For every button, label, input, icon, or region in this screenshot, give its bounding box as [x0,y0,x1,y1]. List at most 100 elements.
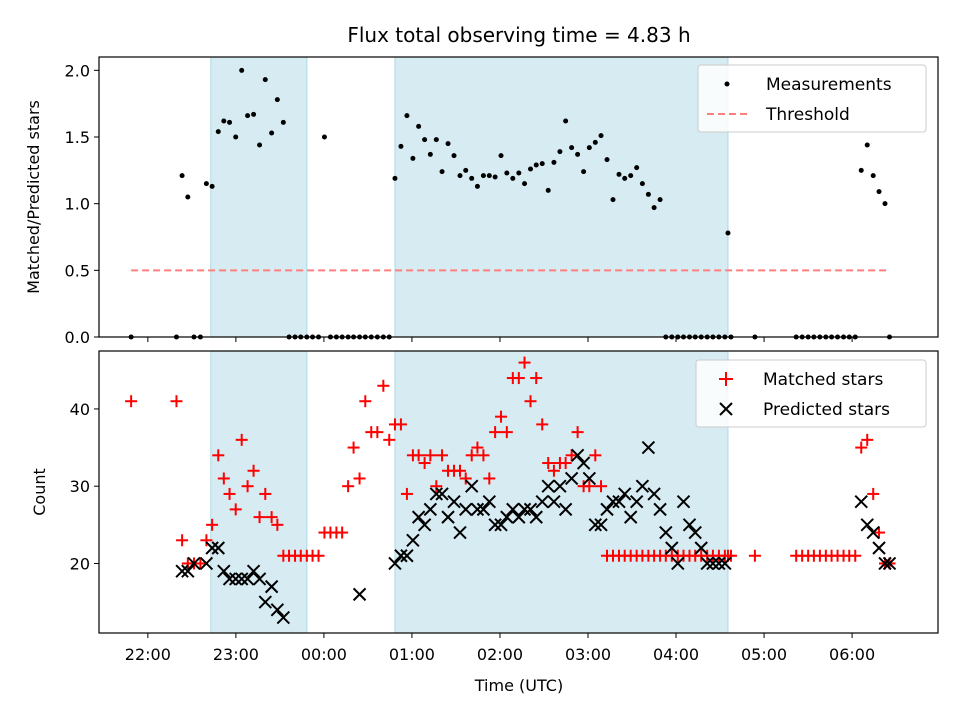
matched-star-point [359,395,372,408]
bottom-shaded-interval-0 [210,350,308,634]
matched-star-point [418,457,431,470]
predicted-star-stroke-b [641,440,656,455]
matched-star-point [495,410,508,423]
predicted-star-point [252,572,267,586]
measurement-point [427,151,433,157]
predicted-star-point [676,494,691,509]
predicted-star-stroke-b [512,510,526,524]
measurement-point [257,142,263,148]
measurement-point [645,191,651,197]
predicted-star-stroke-b [205,541,219,555]
predicted-star-point [276,610,291,625]
matched-star-point [583,480,596,493]
bottom-legend: Matched stars Predicted stars [695,359,927,428]
predicted-star-point [441,510,455,524]
predicted-star-stroke-b [547,494,561,509]
matched-star-point [347,441,360,454]
bottom-x-ticks: 22:00 23:00 00:00 01:00 02:00 03:00 04:00 05:00… [125,633,875,664]
bottom-legend-box [695,359,927,428]
top-shaded-interval-0 [210,56,308,338]
predicted-star-stroke-b [623,510,638,524]
predicted-star-point [246,564,261,578]
predicted-star-point [222,572,237,586]
bottom-shaded-intervals [210,350,729,634]
predicted-star-stroke-b [258,595,272,609]
measurement-point [215,129,221,135]
predicted-star-point [512,510,526,524]
measurement-point [586,145,592,151]
measurement-point [274,97,280,103]
matched-star-point [229,503,242,516]
predicted-star-point [175,564,189,578]
matched-star-point [247,464,260,477]
matched-star-point [500,426,513,439]
predicted-star-stroke-b [234,572,249,586]
predicted-star-stroke-b [240,572,255,586]
predicted-star-stroke-b [411,510,426,524]
predicted-star-stroke-b [470,502,485,517]
bottom-x-tick-label: 04:00 [653,645,699,664]
predicted-star-stroke-b [222,572,237,586]
predicted-star-point [541,479,555,493]
matched-star-point [176,534,189,547]
legend-label-measurements: Measurements [766,75,892,95]
measurement-point [433,137,439,143]
top-legend-box [697,64,927,133]
measurement-point [398,143,404,149]
predicted-star-point [453,525,467,540]
measurement-point [410,155,416,161]
matched-star-point [253,511,266,524]
predicted-star-point [535,494,549,509]
measurement-point [233,134,239,140]
predicted-star-point [517,502,532,517]
predicted-star-point [465,479,479,493]
predicted-star-point [872,541,886,555]
predicted-star-stroke-b [264,579,279,594]
predicted-star-stroke-b [217,564,231,578]
matched-star-point [595,480,608,493]
top-y-tick-label: 0.0 [65,328,90,347]
predicted-star-point [635,479,650,493]
predicted-star-stroke-b [718,556,732,571]
predicted-star-stroke-b [506,502,520,517]
matched-star-point [265,511,278,524]
matched-star-point [530,372,543,385]
measurement-point [539,161,545,167]
measurement-point [179,173,185,179]
bottom-shaded-interval-1 [394,350,729,634]
predicted-star-stroke-b [494,518,508,532]
measurement-point [209,183,215,189]
predicted-star-stroke-b [500,510,514,524]
legend-marker-measurements [724,81,730,87]
matched-star-point [125,395,138,408]
measurement-point [516,170,522,176]
predicted-star-point [570,448,585,463]
matched-star-point [524,395,537,408]
matched-star-point [394,418,407,431]
predicted-star-stroke-b [635,479,650,493]
bottom-y-ticks: 20 30 40 [70,400,99,573]
bottom-x-tick-label: 01:00 [389,645,435,664]
predicted-star-point [423,502,438,517]
predicted-star-point [406,533,420,547]
measurement-point [321,134,327,140]
predicted-star-stroke-b [659,525,673,540]
measurement-point [445,141,451,147]
predicted-star-stroke-b [882,556,897,571]
predicted-star-stroke-b [653,502,667,517]
measurement-point [439,169,445,175]
matched-star-point [571,426,584,439]
matched-star-point [748,549,761,562]
matched-star-point [861,433,874,446]
predicted-star-stroke-b [541,479,555,493]
measurement-point [545,187,551,193]
matched-star-point [849,549,862,562]
predicted-star-point [588,518,603,532]
predicted-star-point [617,487,632,501]
predicted-star-point [470,502,485,517]
predicted-star-stroke-b [629,494,644,509]
top-y-tick-label: 1.5 [65,128,90,147]
matched-star-point [589,449,602,462]
matched-star-point [217,472,230,485]
predicted-star-point [600,502,614,517]
